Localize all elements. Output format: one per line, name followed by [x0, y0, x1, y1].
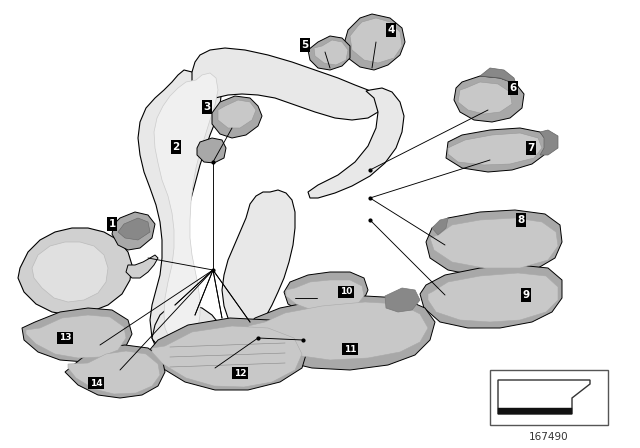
Text: 13: 13	[59, 333, 71, 343]
Polygon shape	[432, 218, 448, 235]
Text: 3: 3	[204, 102, 211, 112]
Text: 1: 1	[108, 219, 116, 229]
Polygon shape	[218, 100, 256, 128]
Polygon shape	[26, 315, 126, 358]
Polygon shape	[385, 288, 420, 312]
Text: 9: 9	[522, 290, 529, 300]
Text: 14: 14	[90, 379, 102, 388]
Polygon shape	[426, 210, 562, 276]
Polygon shape	[192, 48, 382, 120]
Polygon shape	[65, 345, 165, 398]
Text: 2: 2	[172, 142, 180, 152]
Polygon shape	[154, 73, 218, 346]
Polygon shape	[197, 138, 226, 163]
Polygon shape	[22, 308, 132, 362]
Polygon shape	[126, 255, 158, 278]
Text: 167490: 167490	[529, 432, 569, 442]
Polygon shape	[152, 326, 302, 387]
Polygon shape	[238, 296, 435, 370]
Polygon shape	[448, 133, 542, 165]
Polygon shape	[152, 305, 228, 368]
Polygon shape	[68, 351, 160, 394]
Text: 5: 5	[301, 40, 308, 50]
Polygon shape	[454, 76, 524, 122]
Text: 4: 4	[387, 25, 395, 35]
Polygon shape	[314, 40, 348, 65]
Polygon shape	[428, 273, 558, 322]
Polygon shape	[248, 302, 428, 360]
Polygon shape	[540, 130, 558, 155]
Polygon shape	[498, 408, 572, 414]
Text: 11: 11	[344, 345, 356, 353]
Polygon shape	[458, 82, 512, 114]
Text: 10: 10	[340, 288, 352, 297]
Polygon shape	[308, 88, 404, 198]
Bar	[490, 370, 608, 425]
Polygon shape	[284, 272, 368, 315]
Polygon shape	[18, 228, 132, 315]
Polygon shape	[308, 36, 350, 70]
Polygon shape	[112, 212, 155, 250]
Polygon shape	[480, 68, 516, 84]
Polygon shape	[32, 242, 108, 302]
Polygon shape	[222, 190, 295, 330]
Polygon shape	[148, 318, 308, 390]
Text: 6: 6	[509, 83, 516, 93]
Text: 8: 8	[517, 215, 525, 225]
Polygon shape	[430, 218, 558, 268]
Polygon shape	[498, 380, 590, 414]
Polygon shape	[118, 218, 150, 240]
Polygon shape	[138, 65, 222, 362]
Polygon shape	[212, 96, 262, 138]
Polygon shape	[286, 280, 364, 310]
Polygon shape	[344, 14, 405, 70]
Polygon shape	[350, 18, 402, 63]
Polygon shape	[446, 128, 548, 172]
Polygon shape	[420, 265, 562, 328]
Text: 12: 12	[234, 369, 246, 378]
Text: 7: 7	[527, 143, 534, 153]
